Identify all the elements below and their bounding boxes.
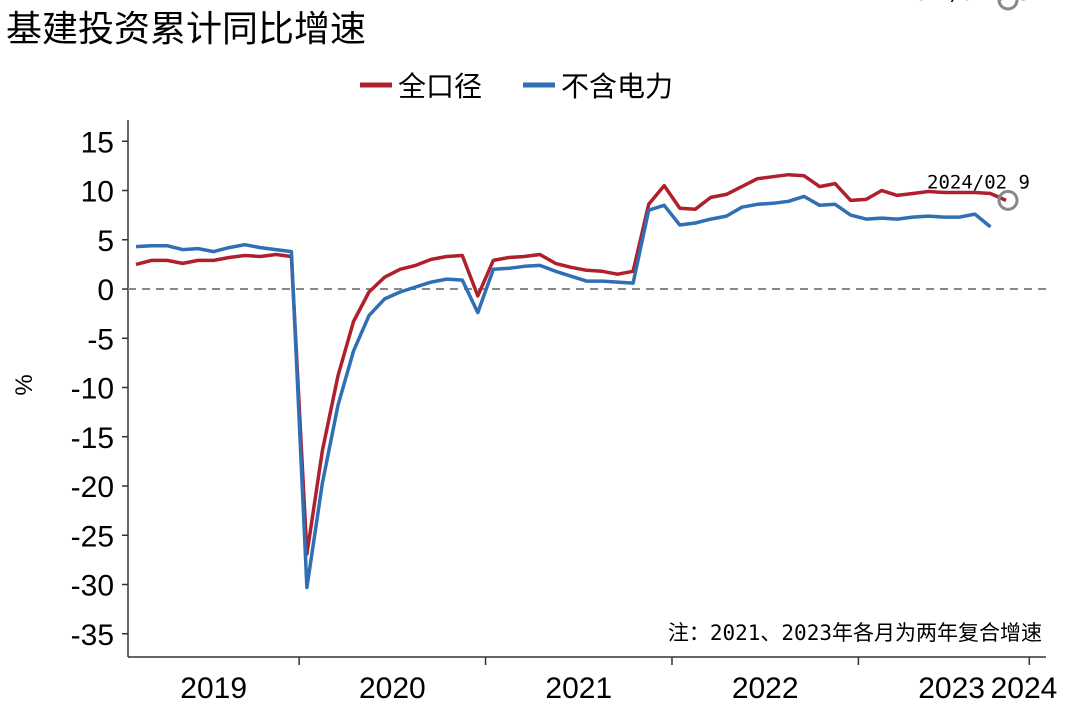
annotation-layer: 2024/02 9 2024/02 6.3 bbox=[904, 0, 1030, 211]
end-label-quankoujing: 2024/02 9 bbox=[927, 171, 1030, 193]
y-tick-label: 10 bbox=[81, 176, 114, 209]
y-axis: 15 10 5 0 -5 -10 -15 -20 -25 -30 -35 bbox=[71, 120, 129, 657]
y-tick-label: -15 bbox=[71, 422, 114, 455]
x-tick-label: 2020 bbox=[359, 672, 426, 705]
y-axis-label: % bbox=[11, 374, 38, 395]
series-line-buhandianli bbox=[135, 194, 992, 590]
y-tick-label: -10 bbox=[71, 373, 114, 406]
y-tick-label: 15 bbox=[81, 126, 114, 159]
end-marker-quankoujing bbox=[997, 189, 1019, 211]
y-tick-label: -5 bbox=[87, 323, 114, 356]
y-tick-label: 5 bbox=[97, 225, 114, 258]
x-tick-label: 2019 bbox=[180, 672, 247, 705]
legend-label-quankoujing: 全口径 bbox=[398, 70, 482, 103]
x-tick-label: 2021 bbox=[545, 672, 612, 705]
y-tick-label: -35 bbox=[71, 619, 114, 652]
chart-note: 注：2021、2023年各月为两年复合增速 bbox=[668, 621, 1042, 645]
series-line-quankoujing bbox=[135, 172, 1007, 556]
y-tick-label: -25 bbox=[71, 520, 114, 553]
y-tick-label: 0 bbox=[97, 274, 114, 307]
x-axis: 2019 2020 2021 2022 2023 2024 bbox=[128, 656, 1058, 705]
x-tick-label: 2022 bbox=[732, 672, 799, 705]
end-marker-buhandianli bbox=[997, 0, 1019, 11]
legend: 全口径 不含电力 bbox=[360, 70, 673, 103]
legend-label-buhandianli: 不含电力 bbox=[561, 70, 673, 103]
y-tick-label: -20 bbox=[71, 471, 114, 504]
series-layer bbox=[128, 172, 1046, 590]
y-tick-label: -30 bbox=[71, 570, 114, 603]
chart-title: 基建投资累计同比增速 bbox=[6, 9, 366, 50]
x-tick-label: 2023 bbox=[918, 672, 985, 705]
end-label-buhandianli: 2024/02 6.3 bbox=[904, 0, 1030, 5]
x-tick-label: 2024 bbox=[991, 672, 1058, 705]
